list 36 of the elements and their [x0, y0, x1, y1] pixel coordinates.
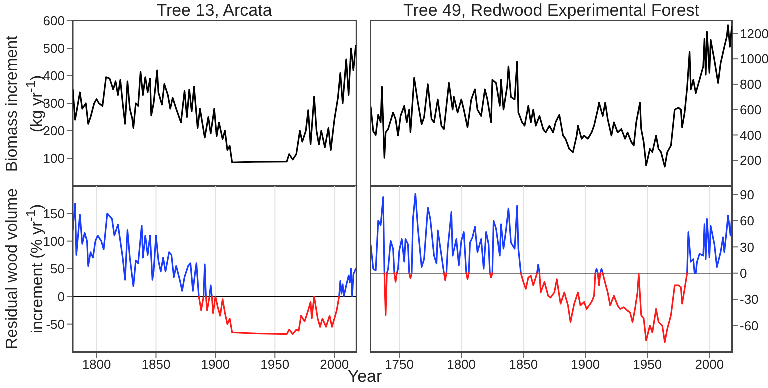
y-tick-label: 200 — [43, 124, 65, 139]
y2-tick-label: 400 — [740, 128, 762, 143]
y-tick-label: 0 — [58, 289, 65, 304]
y2-tick-label: 0 — [740, 266, 748, 281]
x-tick-label: 2000 — [320, 357, 350, 372]
chart-title: Tree 49, Redwood Experimental Forest — [402, 0, 701, 21]
x-tick-label: 1850 — [142, 357, 171, 372]
y2-tick-label: 1000 — [740, 52, 768, 67]
y-tick-label: 600 — [43, 14, 65, 29]
y-tick-label: 300 — [43, 96, 65, 112]
x-axis-title: Year — [348, 367, 382, 386]
x-tick-label: 1750 — [385, 357, 414, 372]
y2-tick-label: 1200 — [740, 26, 768, 42]
y2-tick-label: -30 — [740, 292, 759, 308]
x-tick-label: 1900 — [201, 357, 230, 372]
y2-tick-label: 200 — [740, 153, 762, 168]
x-tick-label: 1950 — [633, 357, 662, 372]
y-tick-label: 100 — [43, 151, 65, 166]
y-tick-label: -50 — [46, 316, 65, 332]
y2-tick-label: 60 — [740, 214, 754, 229]
x-tick-label: 1900 — [571, 357, 600, 372]
y-tick-label: 50 — [50, 262, 65, 277]
y-tick-label: 400 — [43, 68, 65, 84]
x-tick-label: 1950 — [260, 357, 290, 372]
y2-tick-label: 800 — [740, 77, 762, 92]
line-series — [73, 44, 356, 164]
y-tick-label: 100 — [43, 234, 65, 249]
chart-title: Tree 13, Arcata — [156, 0, 274, 21]
y2-tick-label: 30 — [740, 240, 754, 255]
x-tick-label: 1800 — [82, 357, 112, 372]
x-tick-label: 1800 — [447, 357, 476, 372]
x-tick-label: 2000 — [695, 357, 724, 372]
y2-tick-label: 600 — [740, 102, 762, 118]
y2-tick-label: 90 — [740, 187, 754, 202]
x-tick-label: 1850 — [509, 357, 538, 372]
y2-tick-label: -60 — [740, 318, 759, 334]
